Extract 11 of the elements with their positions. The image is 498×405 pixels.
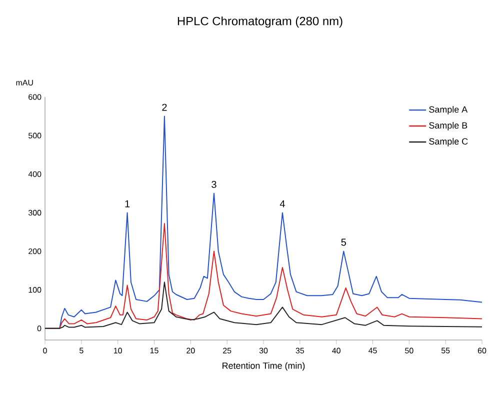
line-series: [44, 282, 483, 329]
legend-label: Sample C: [429, 138, 468, 146]
annotation: 2: [162, 104, 167, 111]
legend-label: Sample B: [429, 122, 468, 130]
annotation: 5: [341, 238, 346, 246]
x-axis-title: Retention Time (min): [222, 362, 305, 371]
chart-title: HPLC Chromatogram (280 nm): [178, 16, 342, 28]
annotation: 3: [212, 180, 216, 188]
annotation: 4: [280, 200, 285, 208]
annotation: 1: [125, 200, 130, 208]
legend-label: Sample A: [429, 106, 468, 114]
